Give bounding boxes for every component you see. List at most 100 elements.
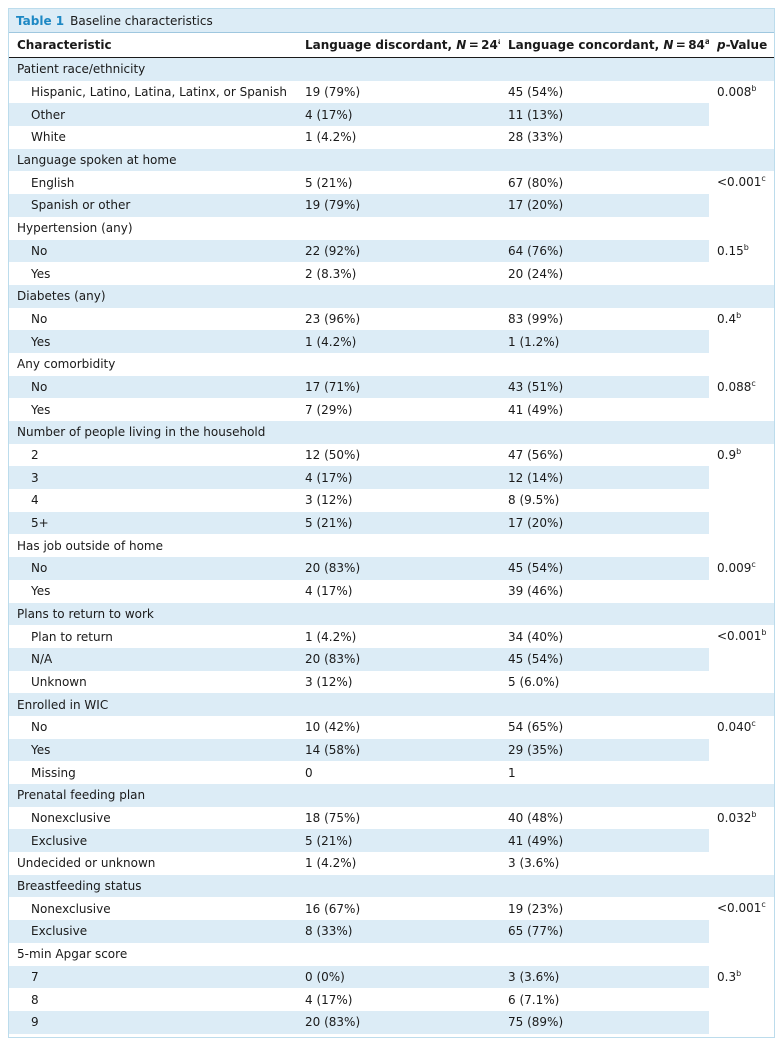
concordant-value: 19 (23%) <box>508 901 564 916</box>
table-label: Table 1 <box>16 14 65 28</box>
p-value: <0.001c <box>709 171 774 217</box>
header-discordant: Language discordant, N = 24a <box>297 33 500 58</box>
row-label: 5+ <box>9 511 297 535</box>
p-value-number: 0.009 <box>717 561 752 576</box>
table-row: 9 20 (83%) 75 (89%) <box>9 1010 774 1034</box>
p-value: 0.032b <box>709 806 774 875</box>
row-label: White <box>31 130 66 145</box>
header-concordant: Language concordant, N = 84a <box>500 33 709 58</box>
discordant-value: 4 (17%) <box>297 103 500 127</box>
group-header-row: Enrolled in WIC <box>9 693 774 716</box>
table-body: Patient race/ethnicity Hispanic, Latino, … <box>9 57 774 1034</box>
table-row: Spanish or other 19 (79%) 17 (20%) <box>9 194 774 217</box>
concordant-value: 45 (54%) <box>508 85 564 100</box>
concordant-value: 47 (56%) <box>508 448 564 463</box>
group-label: 5-min Apgar score <box>17 947 128 962</box>
p-value-footnote: b <box>751 83 757 93</box>
group-header-row: Any comorbidity <box>9 353 774 376</box>
discordant-value: 1 (4.2%) <box>305 130 357 145</box>
group-header-row: Breastfeeding status <box>9 874 774 898</box>
header-p-value: p-Value <box>709 33 774 58</box>
concordant-value: 3 (3.6%) <box>500 965 709 989</box>
concordant-value: 1 (1.2%) <box>500 330 709 353</box>
discordant-value: 1 (4.2%) <box>305 629 357 644</box>
group-header-row: Hypertension (any) <box>9 217 774 240</box>
row-label: No <box>9 239 297 263</box>
discordant-value: 7 (29%) <box>305 402 353 417</box>
table-row: N/A 20 (83%) 45 (54%) <box>9 647 774 671</box>
p-value-footnote: b <box>736 446 742 456</box>
concordant-value: 67 (80%) <box>508 175 564 190</box>
p-value-number: 0.032 <box>717 810 752 825</box>
discordant-value: 14 (58%) <box>297 738 500 762</box>
group-label: Enrolled in WIC <box>9 693 774 716</box>
table-row: Yes 2 (8.3%) 20 (24%) <box>9 262 774 285</box>
group-label: Hypertension (any) <box>17 221 133 236</box>
table-row: Yes 1 (4.2%) 1 (1.2%) <box>9 330 774 353</box>
group-label: Plans to return to work <box>9 602 774 626</box>
row-label: Exclusive <box>9 920 297 943</box>
p-value-footnote: c <box>761 900 766 910</box>
row-label: 9 <box>9 1010 297 1034</box>
row-label: 7 <box>9 965 297 989</box>
row-label: Yes <box>9 330 297 353</box>
group-header-row: Language spoken at home <box>9 148 774 172</box>
concordant-value: 17 (20%) <box>500 511 709 535</box>
discordant-value: 2 (8.3%) <box>305 266 357 281</box>
footnote-a: a <box>498 37 500 46</box>
concordant-value: 75 (89%) <box>500 1010 709 1034</box>
row-label: 2 <box>31 448 39 463</box>
header-concordant-eq: = 84 <box>673 38 705 52</box>
concordant-value: 1 <box>508 765 516 780</box>
row-label: Missing <box>31 765 76 780</box>
group-header-row: Patient race/ethnicity <box>9 57 774 81</box>
table-row: Yes 14 (58%) 29 (35%) <box>9 738 774 762</box>
p-value: 0.088c <box>709 375 774 421</box>
discordant-value: 1 (4.2%) <box>305 856 357 871</box>
row-label: Yes <box>31 584 51 599</box>
concordant-value: 28 (33%) <box>508 130 564 145</box>
concordant-value: 43 (51%) <box>500 375 709 399</box>
table-row: 4 3 (12%) 8 (9.5%) <box>9 489 774 512</box>
p-value-number: <0.001 <box>717 629 762 644</box>
concordant-value: 83 (99%) <box>508 311 564 326</box>
concordant-value: 5 (6.0%) <box>508 674 560 689</box>
discordant-value: 3 (12%) <box>305 493 353 508</box>
row-label: 4 <box>31 493 39 508</box>
footnote-a: a <box>705 37 709 46</box>
table-row: English 5 (21%) 67 (80%) <0.001c <box>9 171 774 217</box>
discordant-value: 19 (79%) <box>305 85 361 100</box>
p-value-number: 0.088 <box>717 379 752 394</box>
p-value-number: 0.9 <box>717 447 737 462</box>
group-label: Breastfeeding status <box>9 874 774 898</box>
concordant-value: 8 (9.5%) <box>508 493 560 508</box>
p-value: 0.15b <box>709 239 774 285</box>
p-value: 0.9b <box>709 443 774 535</box>
discordant-value: 0 (0%) <box>297 965 500 989</box>
p-value-number: 0.15 <box>717 243 744 258</box>
concordant-value: 54 (65%) <box>508 720 564 735</box>
discordant-value: 18 (75%) <box>305 811 361 826</box>
p-value-footnote: b <box>751 809 757 819</box>
concordant-value: 11 (13%) <box>500 103 709 127</box>
concordant-value: 41 (49%) <box>500 829 709 853</box>
table-row: No 22 (92%) 64 (76%) 0.15b <box>9 239 774 285</box>
header-p-rest: -Value <box>725 38 768 52</box>
table-title: Baseline characteristics <box>70 14 213 28</box>
baseline-table: Characteristic Language discordant, N = … <box>9 33 774 1034</box>
row-label: N/A <box>9 647 297 671</box>
group-header-row: Plans to return to work <box>9 602 774 626</box>
p-value: 0.4b <box>709 307 774 353</box>
discordant-value: 4 (17%) <box>297 466 500 490</box>
discordant-value: 5 (21%) <box>305 175 353 190</box>
table-row: Hispanic, Latino, Latina, Latinx, or Spa… <box>9 80 774 149</box>
p-value: <0.001b <box>709 625 774 694</box>
header-characteristic: Characteristic <box>9 33 297 58</box>
row-label: Exclusive <box>9 829 297 853</box>
concordant-value: 17 (20%) <box>500 194 709 217</box>
p-value: <0.001c <box>709 897 774 943</box>
discordant-value: 5 (21%) <box>297 829 500 853</box>
p-value-footnote: b <box>761 628 767 638</box>
concordant-value: 6 (7.1%) <box>508 992 560 1007</box>
